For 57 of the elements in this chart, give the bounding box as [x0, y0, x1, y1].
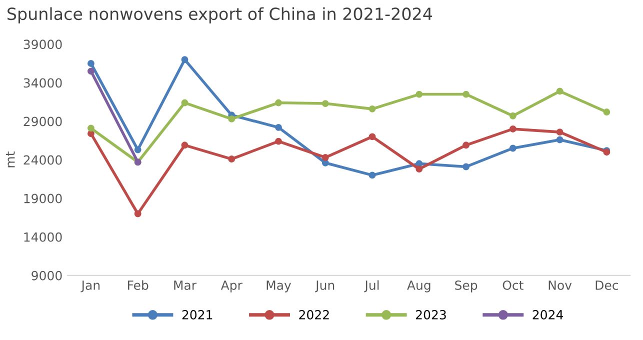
point — [509, 126, 516, 132]
point — [603, 108, 610, 116]
point — [181, 142, 188, 149]
point — [228, 156, 236, 162]
point — [509, 112, 516, 120]
point — [322, 100, 329, 108]
point — [275, 124, 282, 131]
point — [275, 99, 282, 106]
point — [556, 128, 564, 136]
point — [134, 210, 142, 218]
x-tick-label: Apr — [220, 280, 242, 292]
point — [87, 124, 94, 132]
x-tick-label: Mar — [174, 280, 197, 290]
point — [228, 115, 236, 122]
point — [462, 90, 470, 98]
x-tick-label: Aug — [407, 280, 430, 292]
x-tick-label: May — [266, 280, 292, 292]
point — [556, 88, 564, 95]
point — [87, 130, 94, 138]
x-tick-label: Jan — [80, 280, 100, 292]
legend-label: 2024 — [532, 310, 563, 320]
x-tick-label: Feb — [128, 280, 148, 290]
y-tick-label: 24000 — [24, 155, 62, 165]
x-tick-label: Jun — [314, 280, 334, 292]
legend-label: 2023 — [416, 310, 446, 320]
point — [509, 144, 516, 152]
point — [462, 163, 470, 170]
point — [181, 99, 188, 106]
y-tick-label: 9000 — [32, 270, 62, 280]
point — [322, 154, 329, 161]
y-tick-label: 34000 — [24, 78, 62, 88]
point — [416, 90, 423, 98]
y-tick-label: 29000 — [24, 116, 62, 126]
y-tick-label: 19000 — [24, 194, 62, 204]
point — [275, 138, 282, 145]
point — [368, 133, 376, 140]
chart-title: Spunlace nonwovens export of China in 2021-2024 — [8, 7, 432, 24]
point — [87, 68, 94, 75]
point — [416, 166, 423, 173]
x-tick-label: Jul — [364, 280, 379, 292]
x-tick-label: Sep — [455, 280, 478, 292]
point — [322, 159, 329, 166]
point — [87, 60, 94, 67]
point — [368, 172, 376, 179]
x-tick-label: Nov — [548, 280, 572, 290]
point — [134, 146, 142, 154]
x-tick-label: Dec — [596, 280, 618, 290]
y-tick-label: 39000 — [24, 40, 62, 50]
point — [462, 142, 470, 149]
point — [556, 136, 564, 144]
x-tick-label: Oct — [502, 280, 524, 290]
point — [368, 105, 376, 112]
legend-label: 2022 — [299, 310, 329, 320]
y-axis-title: mt — [6, 152, 15, 168]
point — [181, 56, 188, 64]
y-tick-label: 14000 — [24, 232, 62, 242]
legend-label: 2021 — [182, 310, 212, 320]
